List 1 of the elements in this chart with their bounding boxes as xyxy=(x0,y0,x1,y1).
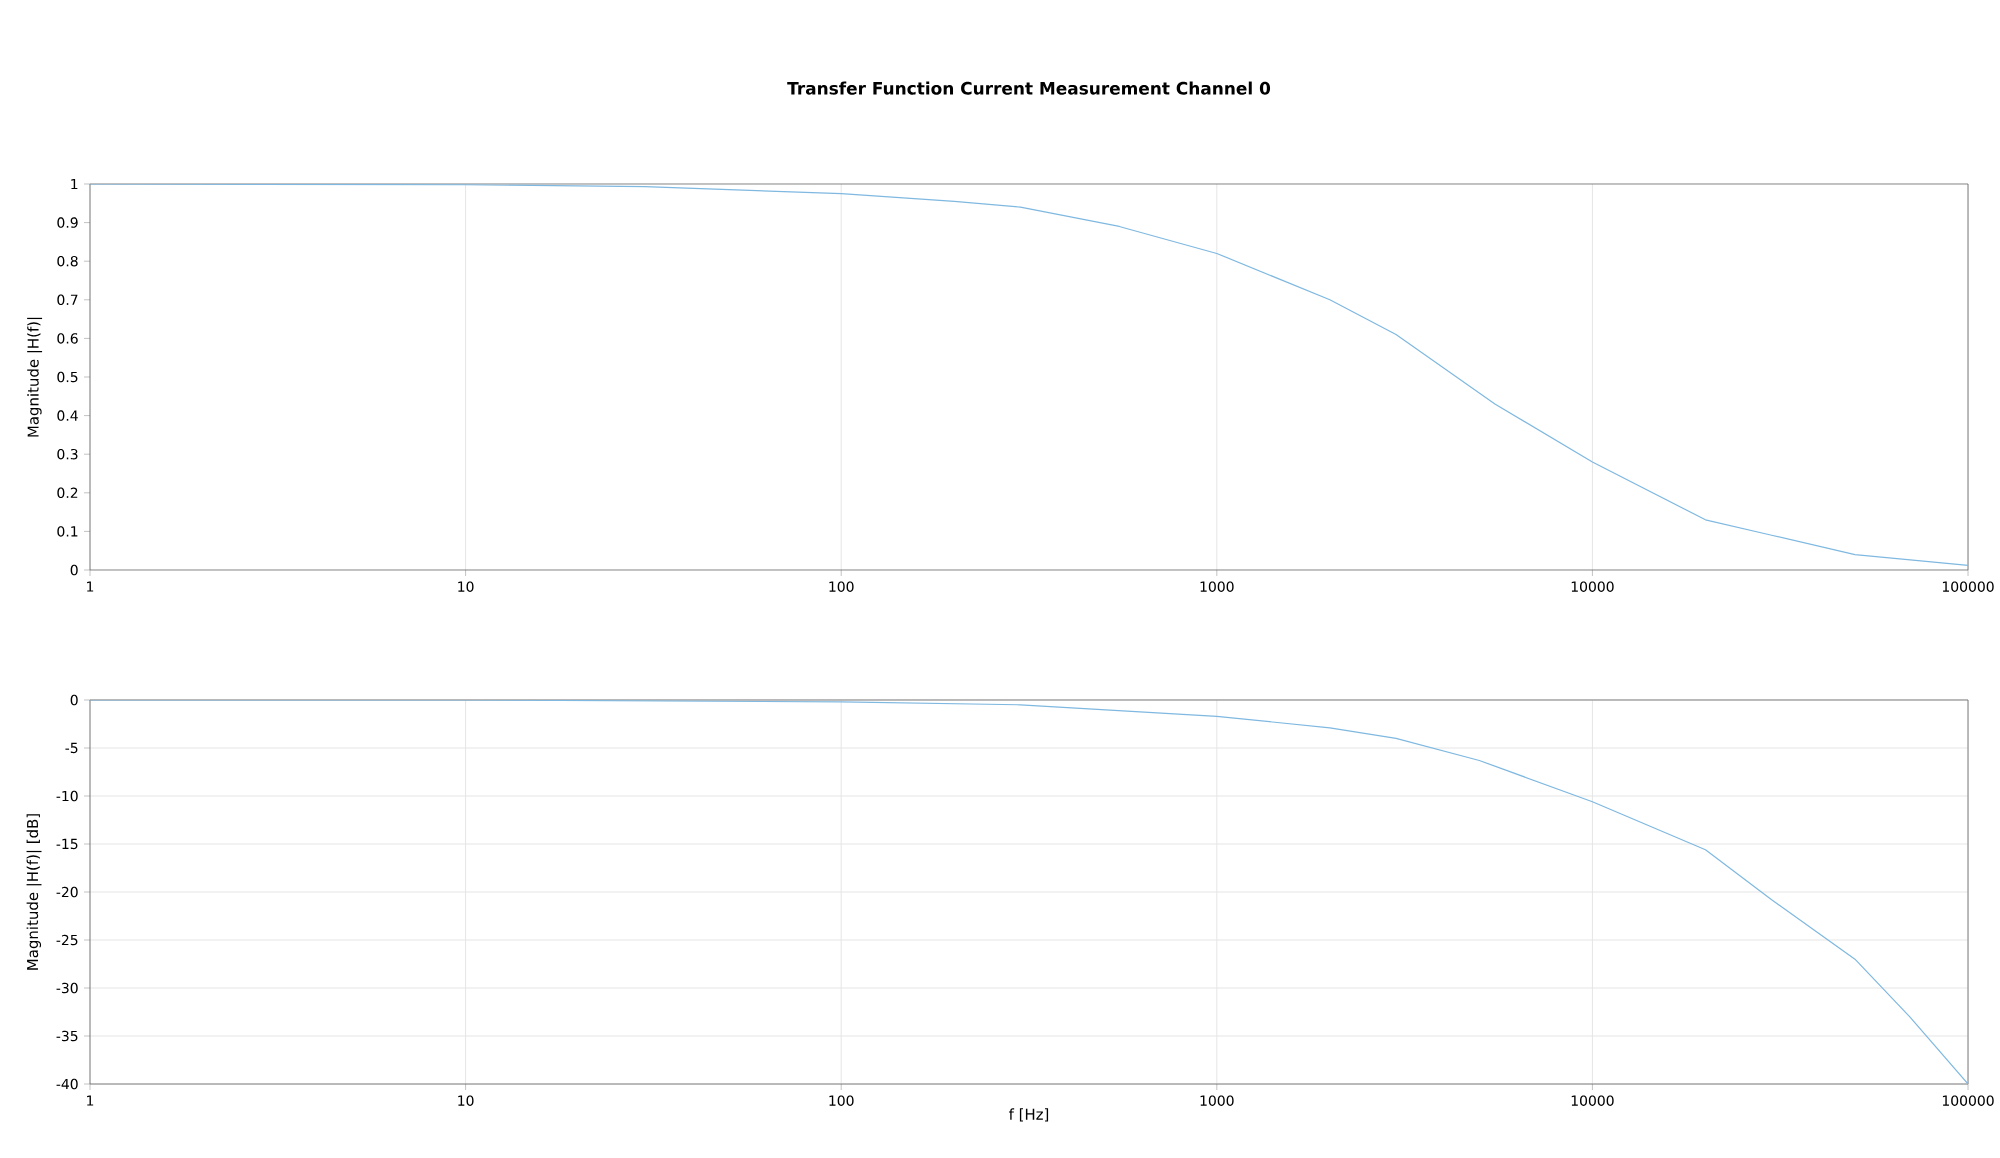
chart-title: Transfer Function Current Measurement Channel 0 xyxy=(787,81,1271,95)
